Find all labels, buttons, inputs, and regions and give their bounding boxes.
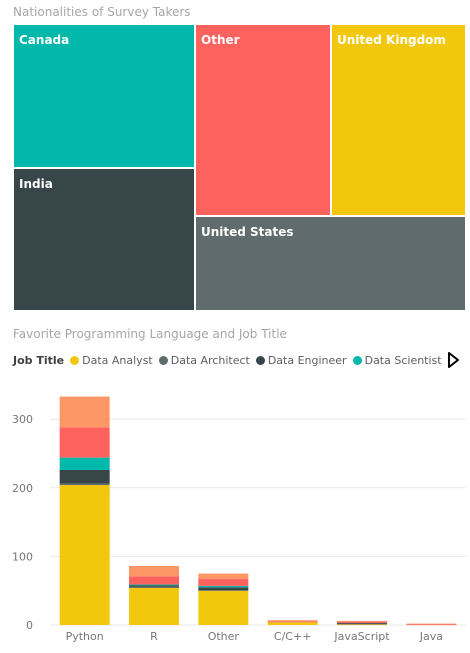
x-tick-label: Other bbox=[208, 630, 240, 643]
bar-segment-java[interactable] bbox=[406, 623, 457, 625]
bar-segment-r[interactable] bbox=[129, 576, 179, 585]
x-tick-label: C/C++ bbox=[274, 630, 312, 643]
treemap-tile-label: United States bbox=[201, 225, 294, 239]
bar-segment-python[interactable] bbox=[59, 457, 110, 470]
treemap-tile-canada[interactable]: Canada bbox=[13, 24, 195, 168]
treemap-tile-united-kingdom[interactable]: United Kingdom bbox=[331, 24, 466, 216]
legend-title: Job Title bbox=[13, 353, 65, 367]
chart-legend: Job Title Data Analyst Data Architect Da… bbox=[13, 352, 448, 368]
y-tick-label: 0 bbox=[26, 619, 33, 632]
bar-segment-python[interactable] bbox=[59, 427, 110, 458]
legend-dot bbox=[352, 355, 362, 365]
nationalities-treemap: Canada India Other United Kingdom United… bbox=[13, 24, 466, 311]
legend-item-data-scientist[interactable]: Data Scientist bbox=[352, 353, 442, 367]
legend-label: Data Engineer bbox=[267, 353, 347, 367]
legend-label: Data Architect bbox=[170, 353, 250, 367]
x-tick-label: Python bbox=[66, 630, 104, 643]
bar-segment-javascript[interactable] bbox=[337, 624, 387, 626]
bar-segment-other[interactable] bbox=[198, 585, 249, 588]
treemap-tile-label: Other bbox=[201, 33, 240, 47]
x-tick-label: R bbox=[150, 630, 158, 643]
bar-segment-r[interactable] bbox=[129, 585, 179, 587]
treemap-tile-india[interactable]: India bbox=[13, 168, 195, 311]
bar-segment-r[interactable] bbox=[129, 584, 179, 586]
treemap-title: Nationalities of Survey Takers bbox=[13, 5, 191, 19]
legend-item-data-analyst[interactable]: Data Analyst bbox=[70, 354, 153, 367]
bar-segment-javascript[interactable] bbox=[337, 621, 387, 623]
bar-segment-other[interactable] bbox=[198, 579, 249, 586]
bar-segment-other[interactable] bbox=[198, 587, 249, 591]
legend-label: Data Analyst bbox=[82, 353, 153, 367]
bar-segment-c-c-[interactable] bbox=[267, 621, 318, 623]
legend-label: Data Scientist bbox=[364, 353, 442, 367]
bar-segment-c-c-[interactable] bbox=[267, 622, 318, 625]
legend-dot bbox=[70, 355, 80, 365]
bar-segment-other[interactable] bbox=[198, 573, 249, 580]
bar-segment-r[interactable] bbox=[129, 566, 179, 577]
legend-dot bbox=[255, 355, 265, 365]
bar-segment-javascript[interactable] bbox=[337, 620, 387, 622]
bar-segment-python[interactable] bbox=[59, 485, 110, 625]
y-tick-label: 300 bbox=[12, 413, 33, 426]
bar-segment-python[interactable] bbox=[59, 469, 110, 484]
bar-segment-java[interactable] bbox=[406, 624, 457, 626]
x-tick-label: JavaScript bbox=[333, 630, 390, 643]
bar-segment-r[interactable] bbox=[129, 586, 179, 588]
treemap-tile-other[interactable]: Other bbox=[195, 24, 331, 216]
y-tick-label: 100 bbox=[12, 550, 33, 563]
legend-item-data-architect[interactable]: Data Architect bbox=[158, 353, 250, 367]
chart-title: Favorite Programming Language and Job Ti… bbox=[13, 327, 287, 341]
bar-segment-javascript[interactable] bbox=[337, 622, 387, 624]
bar-segment-other[interactable] bbox=[198, 590, 249, 591]
legend-next-arrow-icon[interactable] bbox=[446, 351, 460, 369]
bar-segment-python[interactable] bbox=[59, 483, 110, 486]
bar-segment-javascript[interactable] bbox=[337, 623, 387, 625]
bar-segment-c-c-[interactable] bbox=[267, 620, 318, 622]
y-tick-label: 200 bbox=[12, 482, 33, 495]
treemap-tile-label: Canada bbox=[19, 33, 70, 47]
legend-item-data-engineer[interactable]: Data Engineer bbox=[255, 353, 347, 367]
language-job-bar-chart: 0 100 200 300 Python R Other C/C++ JavaScript Ja… bbox=[12, 396, 466, 643]
bar-segment-r[interactable] bbox=[129, 587, 179, 625]
x-tick-label: Java bbox=[419, 630, 443, 643]
treemap-tile-united-states[interactable]: United States bbox=[195, 216, 466, 311]
treemap-tile-label: India bbox=[19, 177, 53, 191]
bar-segment-python[interactable] bbox=[59, 396, 110, 428]
legend-dot bbox=[158, 355, 168, 365]
bar-segment-other[interactable] bbox=[198, 590, 249, 625]
treemap-tile-label: United Kingdom bbox=[337, 33, 446, 47]
